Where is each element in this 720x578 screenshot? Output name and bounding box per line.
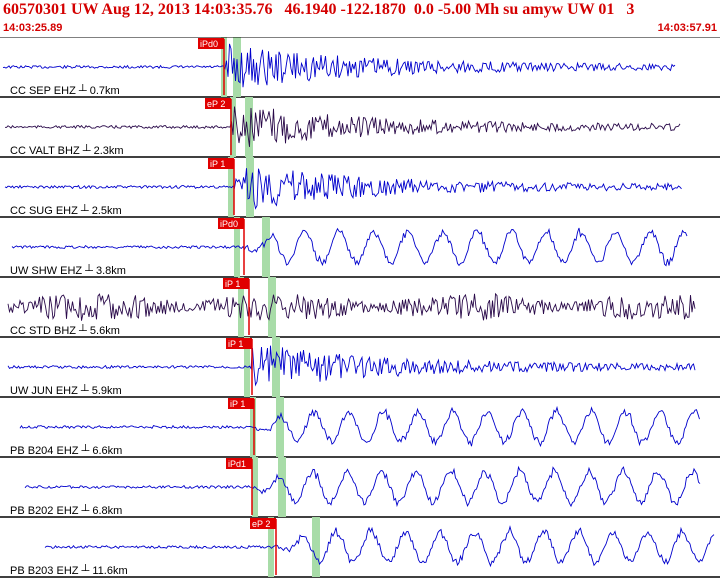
- pick-window: [268, 517, 274, 577]
- pick-label: eP 2: [252, 519, 270, 529]
- pick-label: iPd0: [220, 219, 238, 229]
- pick-window: [234, 217, 240, 277]
- pick-label: iP 1: [230, 399, 245, 409]
- waveform-trace[interactable]: [2, 43, 676, 88]
- station-label: CC SEP EHZ ┴ 0.7km: [10, 83, 120, 97]
- pick-window: [312, 517, 320, 577]
- station-label: UW JUN EHZ ┴ 5.9km: [10, 383, 122, 397]
- waveform-trace[interactable]: [19, 405, 700, 448]
- station-label: PB B203 EHZ ┴ 11.6km: [10, 563, 128, 577]
- station-label: UW SHW EHZ ┴ 3.8km: [10, 263, 126, 277]
- pick-window: [268, 277, 276, 337]
- pick-window: [262, 217, 270, 277]
- pick-window: [276, 397, 284, 457]
- end-timestamp: 14:03:57.91: [657, 22, 717, 34]
- pick-flag[interactable]: [226, 338, 252, 349]
- waveform-trace[interactable]: [7, 292, 696, 321]
- pick-flag[interactable]: [198, 38, 224, 49]
- waveform-trace[interactable]: [44, 525, 715, 568]
- pick-window: [278, 457, 286, 517]
- pick-label: iP 1: [210, 159, 225, 169]
- waveform-trace[interactable]: [7, 345, 696, 387]
- pick-flag[interactable]: [208, 158, 234, 169]
- station-label: PB B202 EHZ ┴ 6.8km: [10, 503, 122, 517]
- trace-panel[interactable]: iPd0 CC SEP EHZ ┴ 0.7km eP 2 CC VALT BHZ ┴ …: [0, 37, 720, 578]
- event-title: 60570301 UW Aug 12, 2013 14:03:35.76 46.…: [3, 1, 635, 18]
- pick-label: iP 1: [228, 339, 243, 349]
- pick-flag[interactable]: [218, 218, 244, 229]
- pick-flag[interactable]: [228, 398, 254, 409]
- station-label: PB B204 EHZ ┴ 6.6km: [10, 443, 122, 457]
- pick-window: [245, 97, 253, 157]
- pick-label: eP 2: [207, 99, 225, 109]
- pick-window: [246, 157, 254, 217]
- pick-flag[interactable]: [223, 278, 249, 289]
- waveform-trace[interactable]: [4, 106, 681, 147]
- station-label: CC STD BHZ ┴ 5.6km: [10, 323, 120, 337]
- waveform-trace[interactable]: [4, 168, 682, 210]
- pick-flag[interactable]: [226, 458, 252, 469]
- pick-label: iPd1: [228, 459, 246, 469]
- pick-window: [233, 37, 241, 97]
- waveform-trace[interactable]: [11, 227, 688, 267]
- waveform-trace[interactable]: [24, 465, 701, 508]
- station-label: CC SUG EHZ ┴ 2.5km: [10, 203, 122, 217]
- station-label: CC VALT BHZ ┴ 2.3km: [10, 143, 124, 157]
- pick-flag[interactable]: [250, 518, 276, 529]
- pick-flag[interactable]: [205, 98, 231, 109]
- start-timestamp: 14:03:25.89: [3, 22, 63, 34]
- pick-window: [272, 337, 280, 397]
- pick-window: [238, 277, 244, 337]
- pick-label: iPd0: [200, 39, 218, 49]
- pick-label: iP 1: [225, 279, 240, 289]
